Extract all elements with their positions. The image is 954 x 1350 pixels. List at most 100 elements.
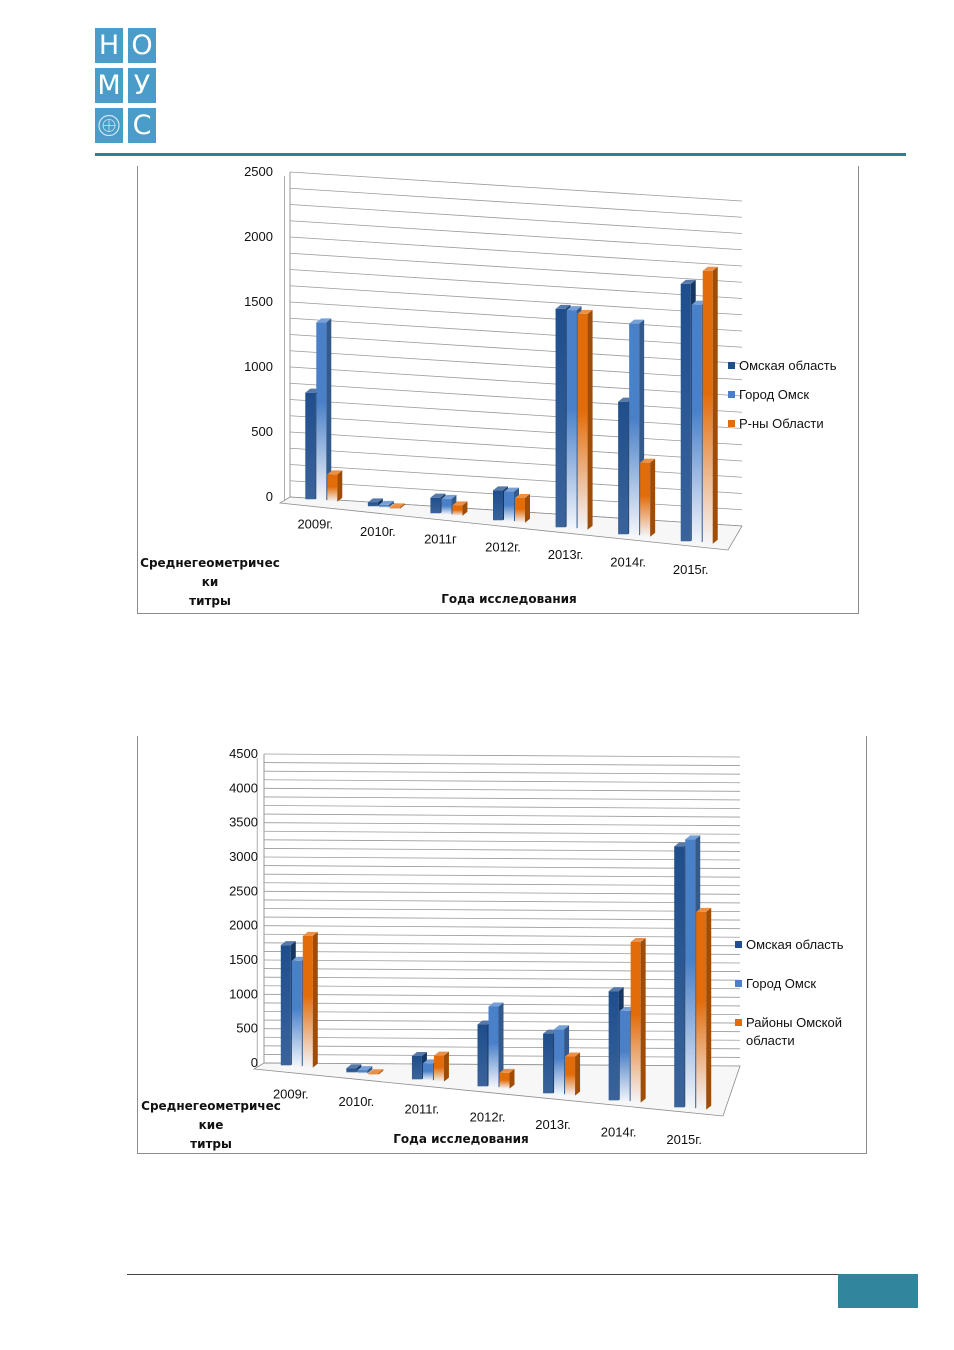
gridline bbox=[263, 899, 741, 904]
page-number-box bbox=[838, 1274, 918, 1308]
gridline bbox=[263, 796, 741, 801]
bar bbox=[357, 1066, 373, 1074]
gridline bbox=[263, 848, 741, 852]
legend-label: Омская область bbox=[746, 937, 844, 952]
y-axis-title: кие bbox=[199, 1118, 224, 1132]
chart-1: 0 500 1000 1500 2000 2500 2009г. 2010г. 2011г 201… bbox=[140, 166, 837, 608]
gridline bbox=[263, 976, 741, 981]
y-axis-title: Среднегеометричес bbox=[141, 1099, 281, 1113]
x-category-label: 2013г. bbox=[548, 547, 584, 562]
bar bbox=[327, 470, 343, 502]
x-category-label: 2010г. bbox=[360, 524, 396, 539]
x-category-label: 2012г. bbox=[485, 539, 521, 554]
bar bbox=[630, 937, 646, 1103]
bar bbox=[389, 503, 405, 509]
gridline bbox=[289, 285, 743, 316]
legend-label: Город Омск bbox=[739, 387, 809, 402]
header-rule bbox=[95, 153, 906, 156]
x-category-label: 2010г. bbox=[339, 1094, 375, 1109]
bar bbox=[499, 1068, 515, 1089]
gridline bbox=[263, 770, 741, 775]
y-axis-title: ки bbox=[202, 575, 219, 589]
gridline bbox=[263, 882, 741, 887]
gridline bbox=[263, 822, 741, 827]
x-category-label: 2014г. bbox=[610, 555, 646, 570]
gridline bbox=[263, 839, 741, 844]
y-tick-label: 500 bbox=[251, 424, 273, 439]
y-tick-label: 1500 bbox=[229, 952, 258, 967]
y-tick-label: 0 bbox=[266, 489, 273, 504]
bar bbox=[316, 318, 332, 501]
x-category-label: 2015г. bbox=[666, 1132, 702, 1147]
gridline bbox=[289, 366, 743, 397]
logo-letter: У bbox=[128, 68, 156, 103]
gridline bbox=[289, 464, 743, 494]
gridline bbox=[289, 431, 743, 462]
y-tick-label: 2500 bbox=[229, 883, 258, 898]
gridline bbox=[289, 447, 743, 478]
legend-swatch bbox=[735, 980, 742, 987]
bar bbox=[367, 498, 383, 507]
gridline bbox=[263, 993, 741, 998]
gridline bbox=[263, 873, 741, 878]
gridline bbox=[263, 762, 741, 766]
y-tick-label: 2000 bbox=[229, 918, 258, 933]
chart-1-frame: 0 500 1000 1500 2000 2500 2009г. 2010г. 2011г 201… bbox=[137, 166, 859, 614]
gridline bbox=[263, 959, 741, 964]
legend-swatch bbox=[735, 1019, 742, 1026]
bar bbox=[577, 309, 593, 530]
legend-label: Город Омск bbox=[746, 976, 816, 991]
gridline bbox=[289, 171, 743, 202]
y-tick-label: 500 bbox=[236, 1021, 258, 1036]
gridline bbox=[263, 830, 741, 835]
bar bbox=[515, 494, 530, 523]
gridline bbox=[289, 269, 743, 299]
legend-label: Районы Омской bbox=[746, 1015, 842, 1030]
logo-emblem bbox=[95, 108, 123, 143]
gridline bbox=[289, 350, 743, 381]
gridline bbox=[289, 204, 743, 234]
bar bbox=[565, 1052, 581, 1096]
y-tick-label: 0 bbox=[251, 1055, 258, 1070]
y-tick-label: 3500 bbox=[229, 815, 258, 830]
gridline bbox=[263, 908, 741, 912]
y-tick-label: 4500 bbox=[229, 746, 258, 761]
legend-swatch bbox=[728, 391, 735, 398]
x-axis-title: Года исследования bbox=[441, 592, 576, 606]
gridline bbox=[289, 399, 743, 429]
gridline bbox=[263, 753, 741, 758]
legend-swatch bbox=[735, 941, 742, 948]
gridline bbox=[289, 187, 743, 218]
gridline bbox=[263, 933, 741, 938]
y-axis-title: титры bbox=[190, 1137, 232, 1151]
bar bbox=[302, 931, 318, 1068]
bar bbox=[433, 1051, 449, 1082]
y-tick-label: 1000 bbox=[244, 359, 273, 374]
gridline bbox=[263, 925, 741, 930]
x-category-label: 2011г bbox=[424, 532, 457, 547]
gridline bbox=[263, 813, 741, 818]
gridline bbox=[289, 415, 743, 446]
chart-2-frame: 0 500 1000 1500 2000 2500 3000 3500 4000 4500 2009… bbox=[137, 736, 867, 1154]
gridline bbox=[263, 968, 741, 972]
gridline bbox=[263, 890, 741, 895]
bar bbox=[368, 1069, 384, 1075]
legend-label: Р-ны Области bbox=[739, 416, 824, 431]
bar bbox=[702, 266, 718, 544]
x-axis-title: Года исследования bbox=[393, 1132, 528, 1146]
gridline bbox=[263, 805, 741, 809]
logo: Н О М У С bbox=[95, 28, 156, 144]
gridline bbox=[263, 865, 741, 869]
gridline bbox=[289, 252, 743, 283]
y-tick-label: 4000 bbox=[229, 780, 258, 795]
bar bbox=[696, 907, 712, 1110]
y-tick-label: 1000 bbox=[229, 986, 258, 1001]
gridline bbox=[263, 916, 741, 921]
bar bbox=[640, 458, 656, 537]
x-category-label: 2013г. bbox=[535, 1117, 571, 1132]
footer-rule bbox=[127, 1274, 840, 1275]
x-category-label: 2014г. bbox=[601, 1125, 637, 1140]
gridline bbox=[263, 856, 741, 861]
y-tick-label: 2000 bbox=[244, 229, 273, 244]
x-category-label: 2012г. bbox=[470, 1109, 506, 1124]
